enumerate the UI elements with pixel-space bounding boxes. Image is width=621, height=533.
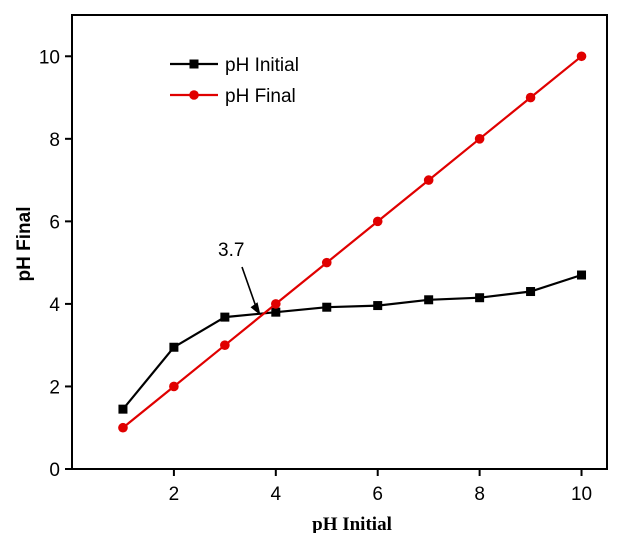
annotation-arrow-0 [241, 266, 258, 309]
series-1-point-3 [271, 299, 281, 309]
y-tick-label-0: 0 [49, 460, 60, 481]
series-1-point-6 [423, 175, 434, 185]
legend: pH Initial pH Final [170, 55, 299, 107]
series-0-point-5 [373, 301, 383, 311]
series-line-0 [122, 273, 582, 410]
annotation-label-0: 3.7 [218, 240, 244, 261]
y-tick-label-5: 10 [39, 47, 60, 68]
x-tick-label-3: 8 [474, 484, 485, 505]
legend-label-1: pH Final [225, 86, 296, 107]
series-0-point-7 [475, 293, 485, 303]
annotation-arrowhead-0 [250, 302, 261, 316]
legend-label-0: pH Initial [225, 55, 299, 76]
annotation: 3.7 [218, 240, 261, 316]
series-0-point-0 [118, 404, 128, 414]
x-tick-label-1: 4 [271, 484, 282, 505]
series-1-point-7 [474, 134, 485, 144]
y-tick-label-3: 6 [49, 212, 60, 233]
y-tick-label-2: 4 [49, 295, 60, 316]
series-line-1 [122, 55, 583, 429]
series-0-point-6 [424, 295, 434, 305]
axes: 2 4 6 8 10 0 2 4 6 8 10 [39, 14, 608, 505]
series-layer [118, 51, 587, 433]
x-tick-label-2: 6 [372, 484, 383, 505]
x-axis-title: pH Initial [312, 514, 392, 533]
series-1-point-1 [169, 381, 179, 392]
series-1-point-5 [372, 216, 383, 227]
series-1-point-9 [576, 51, 587, 62]
series-1-point-8 [525, 92, 536, 103]
x-tick-label-4: 10 [571, 484, 592, 505]
series-1-point-2 [220, 340, 230, 350]
series-1-point-4 [321, 257, 332, 268]
y-tick-label-1: 2 [49, 377, 60, 398]
series-0-point-3 [271, 307, 281, 317]
series-0-point-9 [577, 270, 587, 280]
series-1-point-0 [118, 422, 128, 433]
series-0-point-2 [220, 312, 230, 322]
legend-marker-0 [189, 59, 199, 69]
series-0-point-1 [169, 342, 179, 352]
series-0-point-8 [526, 287, 536, 297]
y-axis-title: pH Final [14, 207, 35, 282]
legend-marker-1 [189, 90, 199, 100]
plot-frame [71, 14, 608, 470]
series-0-point-4 [322, 302, 332, 312]
x-tick-label-0: 2 [169, 484, 180, 505]
y-tick-label-4: 8 [49, 130, 60, 151]
